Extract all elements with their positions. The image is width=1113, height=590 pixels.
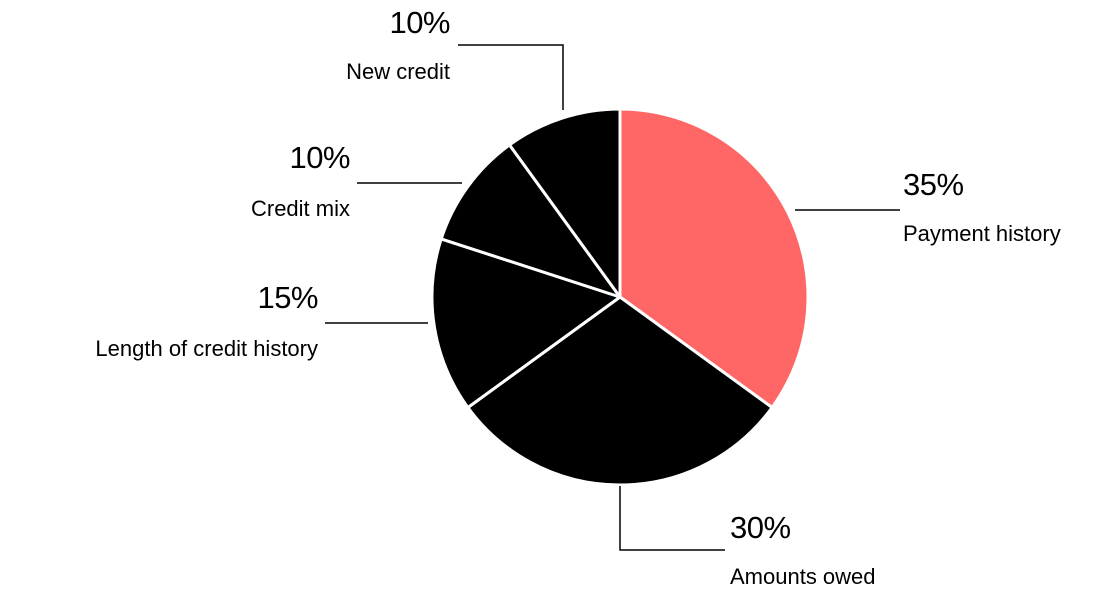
pie-slice xyxy=(618,107,810,410)
category-label: Amounts owed xyxy=(730,564,876,589)
category-label: Credit mix xyxy=(251,196,350,221)
value-label: 10% xyxy=(389,5,450,40)
value-label: 30% xyxy=(730,510,791,545)
pie-slice xyxy=(507,107,622,299)
category-label: Length of credit history xyxy=(95,336,318,361)
value-label: 35% xyxy=(903,167,964,202)
leader-line xyxy=(619,486,725,551)
pie-slice xyxy=(439,143,622,299)
category-label: New credit xyxy=(346,59,450,84)
category-label: Payment history xyxy=(903,221,1061,246)
pie-slice xyxy=(430,237,622,410)
leader-line xyxy=(458,44,564,110)
value-label: 10% xyxy=(289,140,350,175)
pie-slice xyxy=(466,295,774,487)
value-label: 15% xyxy=(257,280,318,315)
